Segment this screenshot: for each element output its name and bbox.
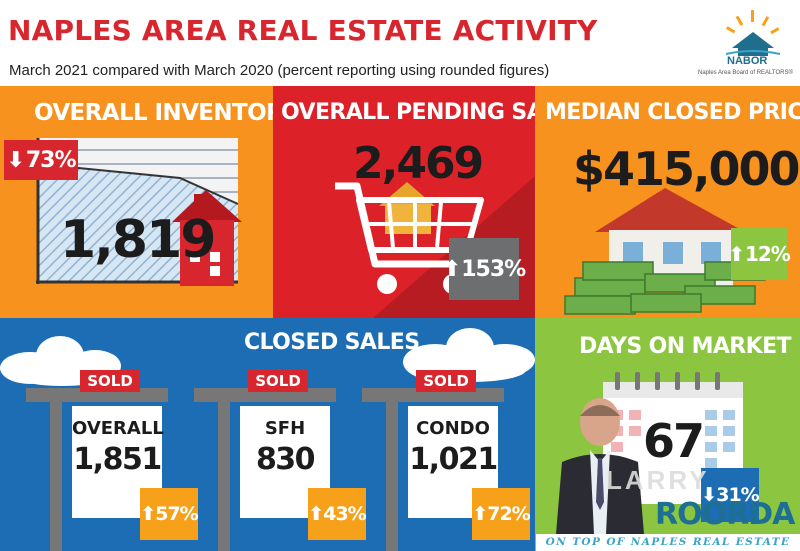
sign-condo-value: 1,021	[409, 442, 498, 477]
arrow-up-icon: ⬆	[442, 256, 461, 282]
inventory-value: 1,819	[60, 210, 216, 270]
pending-title: OVERALL PENDING SALES	[281, 100, 535, 125]
page-subtitle: March 2021 compared with March 2020 (per…	[9, 62, 550, 79]
inventory-title: OVERALL INVENTORY	[34, 100, 273, 126]
sold-label: SOLD	[248, 370, 308, 392]
logo-subtitle: Naples Area Board of REALTORS®	[698, 70, 793, 76]
closed-sales-panel: CLOSED SALES SOLD OVERALL 1,851 ⬆ 57% SOL…	[0, 318, 535, 551]
days-change-badge: ⬇ 31%	[701, 468, 760, 522]
median-panel: MEDIAN CLOSED PRICE $415,000 ⬆ 12%	[535, 86, 800, 318]
pending-panel: OVERALL PENDING SALES 2,469 ⬆153%	[273, 86, 535, 318]
arrow-down-icon: ⬇	[701, 484, 717, 506]
sfh-change-badge: ⬆ 43%	[308, 488, 367, 540]
median-change-badge: ⬆ 12%	[728, 228, 791, 280]
agent-photo	[556, 398, 644, 534]
logo-name: NABOR	[727, 55, 768, 67]
header: NAPLES AREA REAL ESTATE ACTIVITY March 2…	[0, 0, 800, 86]
red-house-icon	[172, 190, 242, 286]
arrow-down-icon: ⬇	[6, 147, 24, 173]
days-value: 67	[643, 414, 705, 468]
pending-value: 2,469	[353, 138, 484, 189]
sign-condo-label: CONDO	[416, 418, 490, 439]
condo-change-badge: ⬆ 72%	[472, 488, 531, 540]
page-title: NAPLES AREA REAL ESTATE ACTIVITY	[8, 14, 598, 47]
median-value: $415,000	[573, 142, 800, 196]
inventory-change-badge: ⬇ 73%	[4, 140, 78, 180]
arrow-up-icon: ⬆	[728, 242, 745, 266]
agent-first-name: LARRY	[606, 465, 710, 495]
agent-tagline: ON TOP OF NAPLES REAL ESTATE	[536, 534, 800, 551]
pending-change-badge: ⬆ 153%	[443, 238, 526, 300]
days-title: DAYS ON MARKET	[579, 334, 792, 359]
clouds-illustration	[0, 328, 535, 386]
sign-sfh-value: 830	[255, 442, 316, 477]
sign-sfh-label: SFH	[264, 418, 306, 439]
inventory-chart-illustration	[36, 138, 242, 286]
inventory-panel: OVERALL INVENTORY	[0, 86, 273, 318]
arrow-up-icon: ⬆	[140, 503, 156, 525]
median-title: MEDIAN CLOSED PRICE	[545, 100, 800, 125]
overall-change-badge: ⬆ 57%	[140, 488, 199, 540]
arrow-up-icon: ⬆	[308, 503, 324, 525]
sold-label: SOLD	[416, 370, 476, 392]
nabor-logo-icon	[725, 10, 781, 56]
shopping-cart-icon	[335, 182, 484, 294]
house-with-money-icon	[564, 188, 766, 315]
sold-label: SOLD	[80, 370, 140, 392]
sign-overall-value: 1,851	[73, 442, 162, 477]
sign-overall-label: OVERALL	[72, 418, 164, 439]
arrow-up-icon: ⬆	[472, 503, 488, 525]
closed-sales-title: CLOSED SALES	[244, 330, 420, 355]
agent-last-name: ROORDA	[655, 497, 795, 532]
